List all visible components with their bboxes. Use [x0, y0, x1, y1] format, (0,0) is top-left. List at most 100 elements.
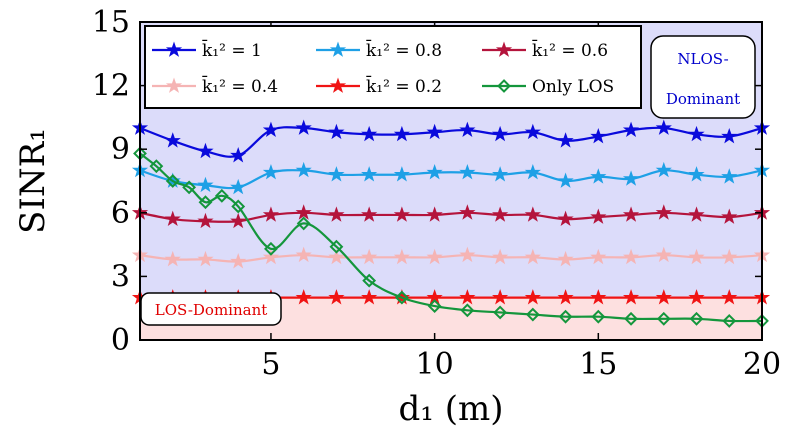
data-point: [590, 248, 607, 265]
series-2: [131, 204, 771, 229]
nlos-label-line2: Dominant: [666, 90, 740, 108]
series-0: [131, 119, 771, 163]
legend-label: k̄₁² = 1: [202, 38, 262, 61]
legend-entry-0: k̄₁² = 1: [152, 38, 262, 61]
data-point: [214, 188, 229, 203]
legend-box: [144, 25, 642, 109]
nlos-label-box: [650, 35, 756, 119]
data-point: [393, 248, 410, 265]
data-point: [590, 168, 607, 184]
data-point: [655, 161, 672, 178]
data-point: [361, 125, 378, 142]
data-point: [688, 125, 705, 142]
data-point: [459, 289, 476, 305]
x-tick-label: 5: [261, 347, 280, 382]
legend-marker: [329, 41, 347, 57]
data-point: [557, 172, 574, 188]
data-point: [492, 289, 509, 305]
data-point: [329, 239, 344, 254]
data-point: [361, 248, 378, 265]
data-point: [525, 307, 540, 322]
data-point: [262, 163, 280, 180]
data-point: [296, 216, 311, 231]
region-labels: NLOS- Dominant LOS-Dominant: [140, 35, 756, 326]
data-point: [230, 212, 247, 229]
data-point: [656, 311, 671, 326]
y-tick-label: 6: [111, 196, 130, 231]
legend-marker: [165, 77, 183, 93]
x-axis-label: d₁ (m): [399, 389, 504, 429]
data-point: [721, 289, 738, 305]
y-tick-label: 15: [92, 5, 130, 40]
data-point: [524, 206, 541, 222]
data-point: [197, 142, 214, 159]
data-point: [721, 208, 738, 224]
data-point: [590, 289, 607, 305]
data-point: [295, 119, 312, 135]
data-point: [295, 289, 312, 305]
data-point: [622, 248, 640, 265]
data-point: [182, 180, 197, 195]
data-point: [295, 204, 312, 220]
data-point: [328, 123, 345, 140]
data-point: [492, 166, 509, 182]
legend-marker: [165, 41, 183, 57]
x-tick-label: 15: [579, 347, 617, 382]
data-point: [230, 253, 247, 269]
data-point: [524, 248, 541, 265]
series-3: [131, 246, 771, 269]
data-point: [622, 170, 640, 186]
data-point: [557, 250, 574, 267]
legend-label: k̄₁² = 0.2: [366, 74, 442, 97]
data-point: [362, 273, 377, 288]
y-tick-label: 3: [111, 259, 130, 294]
data-point: [164, 210, 181, 227]
legend-label: k̄₁² = 0.8: [366, 38, 442, 61]
series-5: [133, 146, 769, 328]
data-point: [524, 123, 541, 140]
data-point: [230, 147, 247, 163]
data-point: [622, 121, 640, 138]
data-point: [655, 246, 672, 263]
data-point: [197, 212, 214, 229]
legend-entry-3: k̄₁² = 0.4: [152, 74, 278, 97]
x-tick-label: 10: [416, 347, 454, 382]
data-point: [655, 204, 672, 220]
y-tick-label: 12: [92, 69, 130, 104]
data-point: [689, 311, 704, 326]
los-label-box: [140, 292, 282, 326]
data-point: [361, 289, 378, 305]
data-point: [262, 121, 280, 138]
data-point: [624, 311, 638, 326]
data-point: [394, 290, 409, 305]
legend-marker: [497, 79, 511, 93]
data-point: [426, 206, 443, 222]
data-point: [393, 166, 410, 182]
data-point: [492, 206, 509, 222]
data-point: [557, 210, 574, 227]
data-point: [721, 127, 738, 144]
data-point: [164, 132, 181, 148]
data-point: [198, 195, 213, 210]
data-point: [295, 246, 312, 263]
data-point: [492, 248, 509, 265]
data-point: [721, 248, 738, 265]
y-tick-label: 0: [111, 323, 130, 358]
data-point: [493, 305, 508, 320]
data-point: [149, 159, 164, 174]
data-point: [230, 178, 247, 195]
legend-entry-4: k̄₁² = 0.2: [316, 74, 442, 97]
data-point: [426, 248, 443, 265]
legend-entry-5: Only LOS: [482, 77, 614, 97]
los-label: LOS-Dominant: [155, 301, 268, 319]
data-point: [524, 163, 541, 180]
data-point: [328, 248, 345, 265]
data-point: [459, 246, 476, 263]
data-point: [459, 163, 476, 180]
data-point: [361, 206, 378, 222]
data-point: [393, 125, 410, 142]
legend-label: Only LOS: [532, 77, 614, 97]
data-point: [722, 314, 737, 328]
legend-entry-2: k̄₁² = 0.6: [482, 38, 608, 61]
legend-label: k̄₁² = 0.6: [532, 38, 608, 61]
